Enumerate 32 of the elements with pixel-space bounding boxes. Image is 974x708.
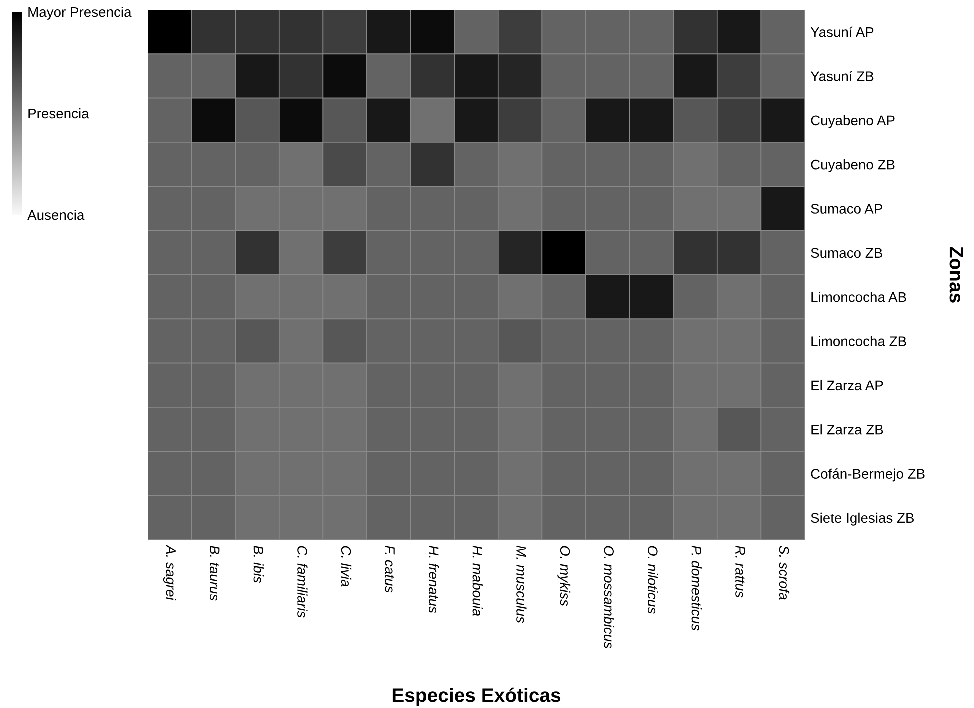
x-tick-label: M. musculus: [516, 546, 527, 624]
x-tick-label: O. mossambicus: [604, 546, 614, 649]
y-tick-label: Yasuní ZB: [810, 71, 874, 82]
x-tick-label: C. familiaris: [298, 546, 308, 618]
x-tick-label: H. mabouia: [472, 546, 483, 616]
y-tick-label: Limoncocha ZB: [812, 336, 906, 346]
y-tick-label: Yasuní AP: [810, 26, 874, 38]
y-tick-label: Sumaco ZB: [811, 248, 882, 258]
x-tick-label: C. livia: [341, 546, 352, 587]
color-bar-label: Ausencia: [28, 210, 85, 220]
y-tick-label: Sumaco AP: [811, 204, 882, 214]
color-bar-label: Mayor Presencia: [28, 6, 132, 20]
x-tick-label: A. sagrei: [163, 544, 176, 601]
y-tick-label: El Zarza AP: [812, 380, 884, 391]
color-bar-label: Presencia: [28, 108, 90, 119]
y-axis-title: Zonas: [950, 246, 964, 303]
x-tick-label: B. ibis: [254, 546, 264, 584]
y-tick-label: Cuyabeno ZB: [811, 160, 895, 172]
y-tick-label: Cofán-Bermejo ZB: [811, 468, 925, 482]
y-tick-label: Limoncocha AB: [812, 292, 906, 302]
x-tick-label: F. catus: [385, 546, 395, 593]
x-tick-label: P. domesticus: [692, 546, 702, 631]
x-tick-label: O. mykiss: [558, 546, 571, 606]
x-tick-label: R. rattus: [736, 546, 746, 598]
y-tick-label: Cuyabeno AP: [811, 115, 895, 128]
x-axis-title: Especies Exóticas: [392, 688, 561, 706]
x-tick-label: B. taurus: [210, 546, 220, 601]
y-tick-label: El Zarza ZB: [812, 424, 884, 435]
x-tick-label: O. niloticus: [648, 546, 658, 614]
y-tick-label: Siete Iglesias ZB: [811, 512, 914, 526]
x-tick-label: H. frenatus: [428, 546, 440, 614]
x-tick-label: S. scrofa: [779, 546, 790, 600]
